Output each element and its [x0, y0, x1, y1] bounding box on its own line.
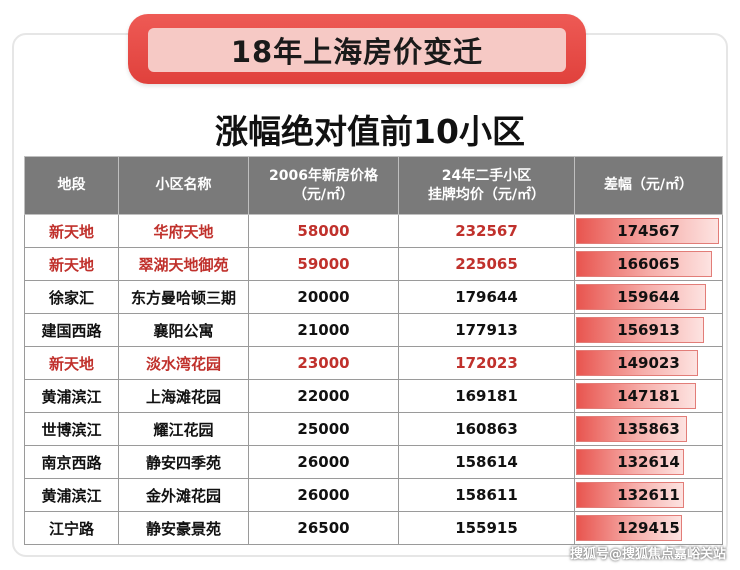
cell-community-name: 静安四季苑	[118, 445, 249, 479]
cell-price-2006: 25000	[248, 412, 399, 446]
cell-area: 徐家汇	[24, 280, 119, 314]
difference-value: 149023	[617, 354, 680, 372]
cell-price-2024: 232567	[398, 214, 575, 248]
cell-area: 黄浦滨江	[24, 478, 119, 512]
cell-price-2024: 225065	[398, 247, 575, 281]
watermark: 搜狐号@搜狐焦点嘉峪关站	[569, 547, 726, 562]
cell-community-name: 静安豪景苑	[118, 511, 249, 545]
cell-community-name: 东方曼哈顿三期	[118, 280, 249, 314]
header-community-name: 小区名称	[118, 156, 249, 215]
cell-price-2024: 160863	[398, 412, 575, 446]
header-difference: 差幅（元/㎡）	[574, 156, 723, 215]
cell-area: 新天地	[24, 346, 119, 380]
difference-value: 132611	[617, 486, 680, 504]
cell-price-2024: 155915	[398, 511, 575, 545]
difference-bar	[576, 284, 707, 310]
difference-value: 174567	[617, 222, 680, 240]
table-row: 徐家汇 东方曼哈顿三期 20000 179644 159644	[24, 280, 723, 314]
difference-value: 129415	[617, 519, 680, 537]
cell-price-2006: 58000	[248, 214, 399, 248]
difference-bar	[576, 416, 687, 442]
cell-community-name: 耀江花园	[118, 412, 249, 446]
difference-bar	[576, 383, 697, 409]
cell-price-2006: 26000	[248, 478, 399, 512]
difference-bar	[576, 515, 682, 541]
cell-difference: 129415	[574, 511, 723, 545]
price-table: 地段 小区名称 2006年新房价格 （元/㎡） 24年二手小区 挂牌均价（元/㎡） …	[24, 156, 723, 545]
cell-price-2006: 22000	[248, 379, 399, 413]
cell-community-name: 淡水湾花园	[118, 346, 249, 380]
table-row: 建国西路 襄阳公寓 21000 177913 156913	[24, 313, 723, 347]
header-area: 地段	[24, 156, 119, 215]
cell-community-name: 上海滩花园	[118, 379, 249, 413]
cell-area: 建国西路	[24, 313, 119, 347]
difference-bar	[576, 218, 719, 244]
difference-value: 132614	[617, 453, 680, 471]
cell-difference: 149023	[574, 346, 723, 380]
cell-price-2024: 177913	[398, 313, 575, 347]
difference-bar	[576, 350, 698, 376]
header-price-2006: 2006年新房价格 （元/㎡）	[248, 156, 399, 215]
cell-difference: 159644	[574, 280, 723, 314]
cell-area: 江宁路	[24, 511, 119, 545]
table-row: 世博滨江 耀江花园 25000 160863 135863	[24, 412, 723, 446]
header-price-2024: 24年二手小区 挂牌均价（元/㎡）	[398, 156, 575, 215]
cell-price-2024: 158611	[398, 478, 575, 512]
table-row: 新天地 翠湖天地御苑 59000 225065 166065	[24, 247, 723, 281]
cell-community-name: 襄阳公寓	[118, 313, 249, 347]
cell-difference: 166065	[574, 247, 723, 281]
difference-value: 159644	[617, 288, 680, 306]
difference-value: 135863	[617, 420, 680, 438]
cell-difference: 132611	[574, 478, 723, 512]
cell-area: 南京西路	[24, 445, 119, 479]
cell-area: 新天地	[24, 247, 119, 281]
cell-area: 黄浦滨江	[24, 379, 119, 413]
cell-difference: 174567	[574, 214, 723, 248]
cell-price-2006: 21000	[248, 313, 399, 347]
table-row: 南京西路 静安四季苑 26000 158614 132614	[24, 445, 723, 479]
cell-price-2006: 59000	[248, 247, 399, 281]
difference-bar	[576, 317, 705, 343]
difference-bar	[576, 251, 712, 277]
cell-price-2006: 26000	[248, 445, 399, 479]
cell-price-2006: 26500	[248, 511, 399, 545]
cell-price-2024: 158614	[398, 445, 575, 479]
cell-community-name: 翠湖天地御苑	[118, 247, 249, 281]
table-row: 黄浦滨江 上海滩花园 22000 169181 147181	[24, 379, 723, 413]
cell-community-name: 华府天地	[118, 214, 249, 248]
table-row: 新天地 华府天地 58000 232567 174567	[24, 214, 723, 248]
table-subtitle: 涨幅绝对值前10小区	[215, 112, 525, 151]
difference-bar	[576, 482, 685, 508]
table-row: 新天地 淡水湾花园 23000 172023 149023	[24, 346, 723, 380]
title-banner-inner: 18年上海房价变迁	[148, 28, 566, 72]
cell-area: 世博滨江	[24, 412, 119, 446]
banner-title: 18年上海房价变迁	[230, 35, 484, 69]
cell-difference: 147181	[574, 379, 723, 413]
cell-price-2024: 179644	[398, 280, 575, 314]
cell-price-2024: 172023	[398, 346, 575, 380]
cell-price-2006: 20000	[248, 280, 399, 314]
cell-difference: 135863	[574, 412, 723, 446]
cell-price-2006: 23000	[248, 346, 399, 380]
difference-value: 147181	[617, 387, 680, 405]
cell-difference: 156913	[574, 313, 723, 347]
difference-value: 166065	[617, 255, 680, 273]
table-header-row: 地段 小区名称 2006年新房价格 （元/㎡） 24年二手小区 挂牌均价（元/㎡） …	[24, 156, 723, 215]
difference-value: 156913	[617, 321, 680, 339]
difference-bar	[576, 449, 685, 475]
table-row: 黄浦滨江 金外滩花园 26000 158611 132611	[24, 478, 723, 512]
cell-difference: 132614	[574, 445, 723, 479]
table-body: 新天地 华府天地 58000 232567 174567 新天地 翠湖天地御苑 59000 22…	[24, 214, 723, 545]
title-banner: 18年上海房价变迁	[128, 14, 586, 84]
cell-community-name: 金外滩花园	[118, 478, 249, 512]
cell-area: 新天地	[24, 214, 119, 248]
cell-price-2024: 169181	[398, 379, 575, 413]
table-row: 江宁路 静安豪景苑 26500 155915 129415	[24, 511, 723, 545]
